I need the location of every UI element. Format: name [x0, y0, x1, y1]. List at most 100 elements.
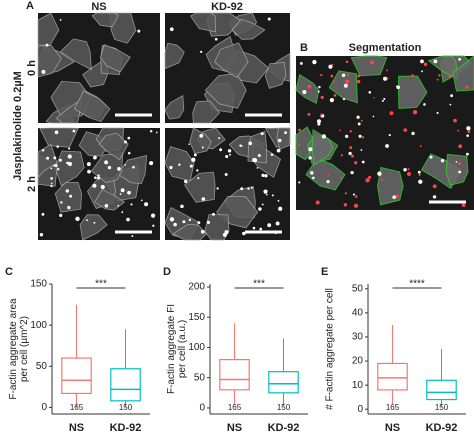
aggregate	[385, 144, 389, 148]
aggregate	[212, 212, 215, 216]
cell	[445, 153, 469, 186]
aggregate	[350, 170, 354, 175]
significance-label: ***	[95, 279, 107, 290]
y-axis-label: per cell (µm^2)	[19, 316, 30, 382]
significance-label: ***	[253, 279, 265, 290]
aggregate	[257, 153, 261, 158]
cell	[37, 143, 58, 179]
y-axis-label: F-actin aggregate FI	[166, 304, 177, 394]
aggregate	[329, 98, 334, 103]
aggregate	[130, 203, 133, 206]
aggregate	[348, 151, 352, 156]
n-label: 150	[277, 403, 291, 412]
aggregate	[419, 145, 422, 148]
aggregate	[461, 203, 466, 208]
aggregate	[345, 134, 349, 138]
aggregate	[149, 129, 153, 133]
cell	[295, 74, 320, 105]
aggregate	[373, 96, 375, 99]
aggregate	[59, 18, 62, 21]
aggregate	[224, 173, 228, 176]
box	[268, 371, 299, 394]
aggregate	[218, 137, 221, 140]
panel-letter: A	[26, 0, 34, 12]
aggregate	[149, 161, 154, 166]
aggregate	[93, 221, 96, 224]
cell	[311, 128, 334, 166]
aggregate	[344, 192, 347, 195]
aggregate	[180, 204, 184, 209]
aggregate	[388, 134, 391, 137]
aggregate	[256, 167, 259, 169]
aggregate	[124, 140, 127, 144]
aggregate	[127, 151, 131, 155]
aggregate	[69, 194, 73, 198]
box	[377, 362, 408, 391]
aggregate	[266, 193, 268, 196]
cell	[99, 44, 131, 73]
aggregate	[331, 63, 334, 66]
aggregate	[345, 60, 349, 64]
aggregate	[200, 229, 205, 234]
aggregate	[97, 174, 100, 177]
aggregate	[199, 134, 204, 138]
aggregate	[403, 128, 408, 132]
aggregate	[46, 156, 50, 160]
aggregate	[320, 95, 324, 100]
aggregate	[121, 211, 124, 214]
aggregate	[242, 231, 246, 236]
aggregate	[389, 111, 394, 116]
y-axis-label: # F-actin aggregate per cell	[325, 288, 336, 410]
aggregate	[339, 177, 342, 180]
aggregate	[284, 131, 288, 135]
aggregate	[406, 171, 412, 177]
cell	[328, 70, 358, 104]
y-tick-label: 40	[352, 308, 364, 319]
aggregate	[380, 178, 383, 181]
aggregate	[150, 213, 156, 218]
aggregate	[131, 235, 134, 238]
aggregate	[86, 162, 91, 167]
y-tick-label: 10	[352, 380, 364, 391]
aggregate	[455, 161, 458, 163]
aggregate	[432, 195, 437, 199]
aggregate	[267, 223, 272, 228]
aggregate	[267, 17, 271, 21]
y-tick-label: 100	[30, 320, 47, 331]
aggregate	[137, 29, 141, 33]
aggregate	[365, 178, 370, 183]
aggregate	[65, 189, 69, 193]
significance-label: ****	[409, 279, 425, 290]
aggregate	[261, 173, 265, 177]
aggregate	[252, 157, 257, 163]
aggregate	[41, 69, 46, 74]
aggregate	[312, 176, 315, 180]
aggregate	[332, 80, 335, 83]
y-tick-label: 20	[352, 356, 364, 367]
x-tick-label: NS	[385, 422, 400, 434]
aggregate	[193, 153, 197, 157]
aggregate	[457, 129, 460, 132]
aggregate	[50, 167, 53, 170]
aggregate	[411, 74, 414, 77]
aggregate	[421, 70, 423, 73]
column-label: KD-92	[211, 1, 243, 13]
aggregate	[59, 213, 63, 217]
aggregate	[372, 115, 375, 118]
aggregate	[188, 143, 190, 146]
aggregate	[152, 224, 155, 227]
aggregate	[395, 194, 400, 198]
aggregate	[312, 59, 317, 65]
n-label: 150	[435, 403, 449, 412]
cell	[37, 44, 62, 78]
y-tick-label: 150	[188, 312, 205, 323]
aggregate	[396, 85, 398, 88]
cell	[59, 38, 92, 71]
aggregate	[339, 129, 341, 132]
cell	[264, 61, 287, 89]
aggregate	[68, 147, 71, 150]
x-tick-label: KD-92	[110, 422, 142, 434]
aggregate	[197, 221, 201, 225]
aggregate	[156, 131, 158, 134]
aggregate	[370, 60, 375, 65]
